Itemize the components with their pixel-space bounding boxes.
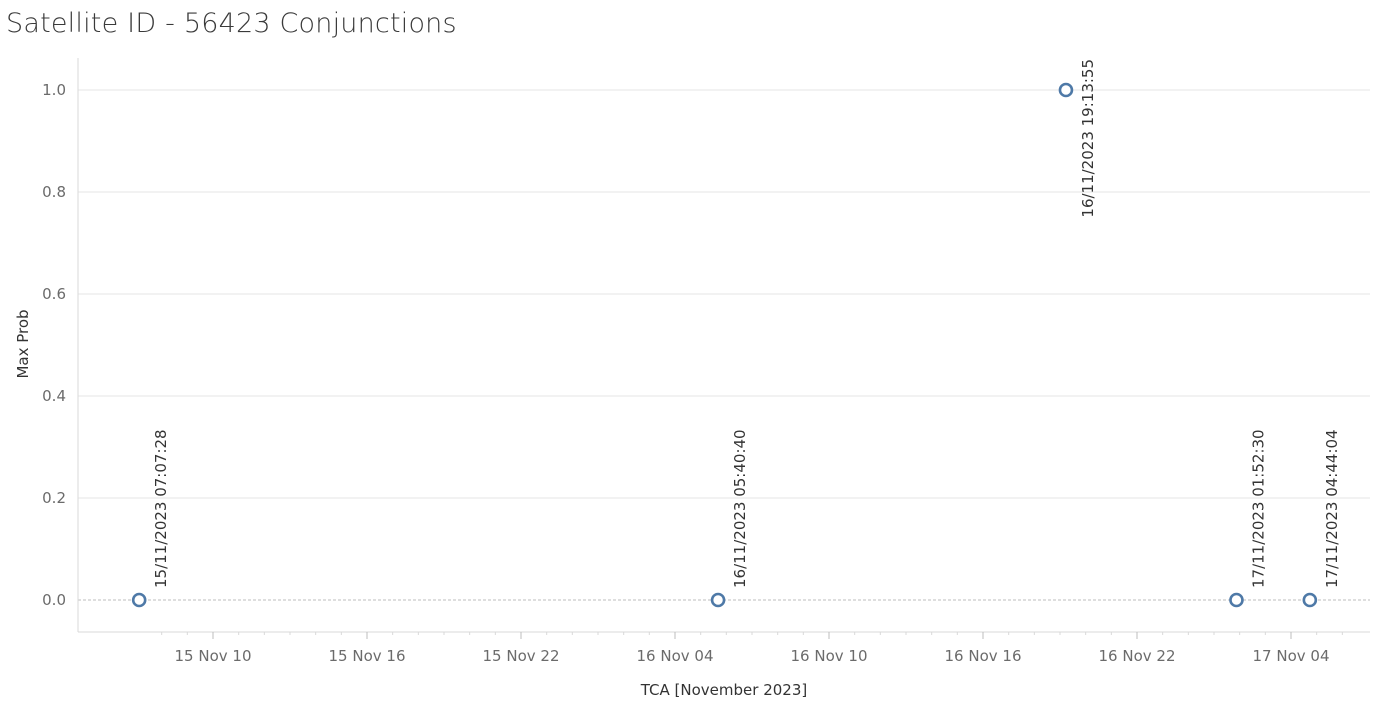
data-point[interactable] [1302,592,1318,608]
y-tick-label: 0.6 [42,285,66,303]
x-axis-ticks: 15 Nov 10 15 Nov 16 15 Nov 22 16 Nov 04 16 N… [175,647,1330,665]
y-tick-label: 0.4 [42,387,66,405]
y-tick-label: 0.2 [42,489,66,507]
data-point-label: 16/11/2023 19:13:55 [1079,59,1097,218]
x-tick-label: 16 Nov 16 [945,647,1022,665]
data-point-label: 16/11/2023 05:40:40 [731,429,749,588]
data-point-label: 17/11/2023 01:52:30 [1249,429,1267,588]
x-tick-label: 15 Nov 16 [329,647,406,665]
y-tick-label: 1.0 [42,81,66,99]
data-point[interactable] [710,592,726,608]
x-tick-label: 16 Nov 22 [1099,647,1176,665]
data-point-label: 15/11/2023 07:07:28 [152,429,170,588]
y-tick-label: 0.0 [42,591,66,609]
data-point[interactable] [1058,82,1074,98]
y-tick-label: 0.8 [42,183,66,201]
y-axis-ticks: 0.0 0.2 0.4 0.6 0.8 1.0 [42,81,66,609]
y-axis-label: Max Prob [14,309,32,378]
data-point-label: 17/11/2023 04:44:04 [1323,429,1341,588]
data-points: 15/11/2023 07:07:28 16/11/2023 05:40:40 16… [131,59,1341,608]
axes [77,58,1370,639]
x-tick-label: 15 Nov 10 [175,647,252,665]
data-point[interactable] [1229,592,1244,608]
x-tick-label: 15 Nov 22 [483,647,560,665]
x-tick-label: 16 Nov 10 [791,647,868,665]
grid-lines [78,89,1370,601]
x-axis-label: TCA [November 2023] [640,681,807,699]
x-tick-label: 17 Nov 04 [1253,647,1330,665]
chart-title: Satellite ID - 56423 Conjunctions [6,8,457,39]
x-tick-label: 16 Nov 04 [637,647,714,665]
data-point[interactable] [131,592,147,608]
